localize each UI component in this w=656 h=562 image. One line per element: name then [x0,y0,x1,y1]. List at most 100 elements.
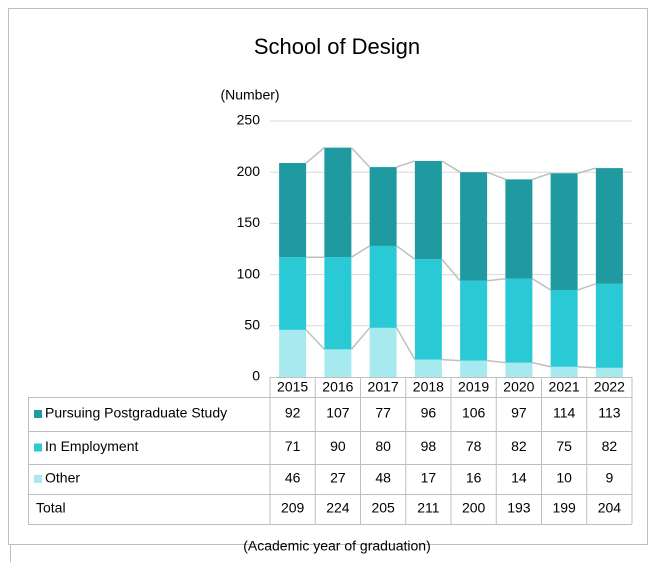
bar-segment [505,179,533,279]
table-value: 107 [326,405,350,421]
table-total: 200 [462,500,486,516]
series-connector [532,361,551,368]
legend-swatch [34,443,42,452]
x-tick-label: 2022 [594,379,625,395]
bar-segment [324,349,352,377]
table-value: 97 [511,405,527,421]
bar-segment [460,172,488,281]
bar-segment [414,259,442,360]
bar-segment [505,278,533,363]
table-value: 90 [330,438,346,454]
series-connector [487,359,506,364]
table-value: 75 [556,438,572,454]
table-value: 82 [602,438,618,454]
total-label: Total [36,500,66,516]
bar-segment [595,283,623,368]
series-connector [350,245,371,258]
table-value: 106 [462,405,486,421]
bar-segment [414,359,442,377]
series-connector [532,172,551,181]
series-connector [577,283,597,291]
series-connector [305,147,325,164]
series-connector [487,277,506,282]
bar-segment [595,168,623,284]
bar-segment [279,257,307,330]
table-value: 92 [285,405,301,421]
legend-swatch [34,475,42,483]
x-axis-label: (Academic year of graduation) [243,538,431,554]
series-connector [396,160,416,168]
series-connector [441,160,461,173]
chart-frame [8,8,648,545]
table-value: 78 [466,438,482,454]
series-connector [396,245,416,260]
table-total: 204 [598,500,622,516]
table-value: 98 [421,438,437,454]
bar-segment [324,257,352,350]
series-connector [395,327,416,360]
series-connector [486,171,506,181]
bar-segment [279,162,307,258]
series-connector [441,258,461,282]
table-value: 114 [553,405,576,421]
table-value: 14 [511,470,527,486]
table-value: 71 [285,438,301,454]
legend-label: In Employment [45,438,138,454]
table-total: 199 [552,500,576,516]
table-value: 46 [285,470,301,486]
bar-segment [550,173,578,290]
y-tick-label: 250 [237,112,261,128]
x-tick-label: 2017 [368,379,399,395]
y-axis-label: (Number) [220,87,279,103]
bar-segment [505,362,533,377]
table-total: 205 [371,500,395,516]
legend-swatch [34,410,42,418]
y-tick-label: 0 [252,368,260,384]
table-total: 193 [507,500,531,516]
y-tick-label: 50 [244,317,260,333]
table-value: 96 [421,405,437,421]
table-total: 209 [281,500,305,516]
bar-segment [369,167,397,246]
legend-label: Other [45,470,80,486]
series-connector [577,167,597,174]
table-value: 9 [605,470,613,486]
series-connector [350,147,371,168]
x-tick-label: 2019 [458,379,489,395]
table-value: 17 [421,470,437,486]
table-value: 82 [511,438,527,454]
series-connector [441,358,461,362]
bar-segment [550,366,578,377]
chart-title: School of Design [254,34,420,59]
y-tick-label: 200 [237,163,261,179]
table-value: 77 [375,405,391,421]
table-value: 16 [466,470,482,486]
series-connector [531,278,552,291]
table-value: 113 [598,405,621,421]
legend-label: Pursuing Postgraduate Study [45,405,227,421]
table-total: 224 [326,500,350,516]
bar-segment [595,367,623,377]
x-tick-label: 2018 [413,379,444,395]
bar-segment [324,147,352,258]
bar-segment [414,160,442,260]
bar-segment [369,327,397,377]
x-tick-label: 2016 [322,379,353,395]
bar-segment [279,329,307,377]
bar-segment [460,280,488,361]
y-tick-label: 100 [237,265,261,281]
table-value: 10 [556,470,572,486]
table-value: 48 [375,470,391,486]
x-tick-label: 2015 [277,379,308,395]
x-tick-label: 2020 [503,379,534,395]
x-tick-label: 2021 [549,379,580,395]
table-total: 211 [417,500,440,516]
bar-segment [550,289,578,367]
y-tick-label: 150 [237,214,261,230]
table-value: 80 [375,438,391,454]
table-value: 27 [330,470,346,486]
series-connector [577,366,596,369]
bar-segment [460,360,488,377]
series-connector [305,329,325,350]
